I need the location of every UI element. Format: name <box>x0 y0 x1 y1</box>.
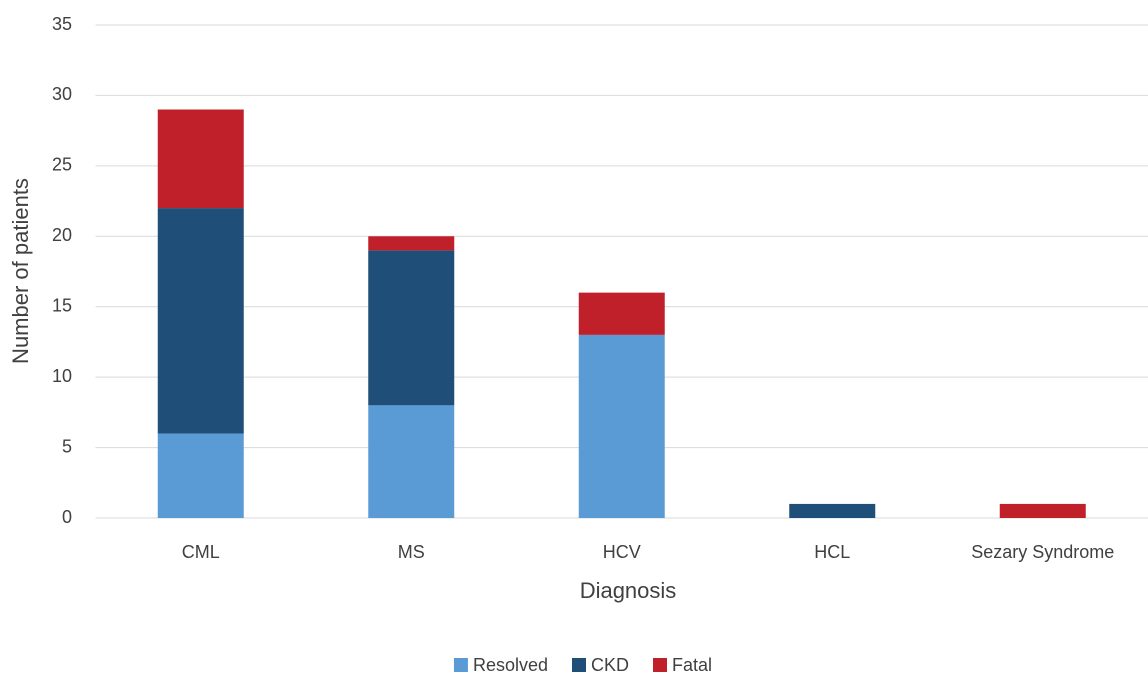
y-tick-label: 15 <box>52 295 72 315</box>
bar-segment <box>368 405 455 518</box>
legend-swatch <box>453 658 468 672</box>
y-tick-label: 5 <box>62 436 72 456</box>
y-tick-label: 0 <box>62 507 72 527</box>
bar-segment <box>578 292 665 335</box>
y-tick-label: 25 <box>52 155 72 175</box>
bar-segment <box>999 503 1086 518</box>
x-axis-title: Diagnosis <box>580 578 677 603</box>
x-tick-label: HCL <box>814 542 850 562</box>
legend-label: Fatal <box>672 655 712 675</box>
legend-swatch <box>653 658 668 672</box>
bar-segment <box>368 236 455 251</box>
x-tick-label: MS <box>398 542 425 562</box>
y-axis-title: Number of patients <box>8 178 33 364</box>
bar-segment <box>157 433 244 518</box>
x-tick-label: HCV <box>603 542 641 562</box>
x-tick-label: Sezary Syndrome <box>971 542 1114 562</box>
bar-segment <box>789 503 876 518</box>
bar-segment <box>157 208 244 434</box>
y-tick-label: 20 <box>52 225 72 245</box>
y-tick-label: 35 <box>52 14 72 34</box>
bar-segment <box>157 109 244 209</box>
legend-swatch <box>572 658 586 672</box>
bar-segment <box>368 250 455 406</box>
y-tick-label: 30 <box>52 84 72 104</box>
y-tick-label: 10 <box>52 366 72 386</box>
bar-segment <box>578 334 665 518</box>
x-tick-label: CML <box>182 542 220 562</box>
legend-label: CKD <box>591 655 629 675</box>
legend-label: Resolved <box>473 655 548 675</box>
